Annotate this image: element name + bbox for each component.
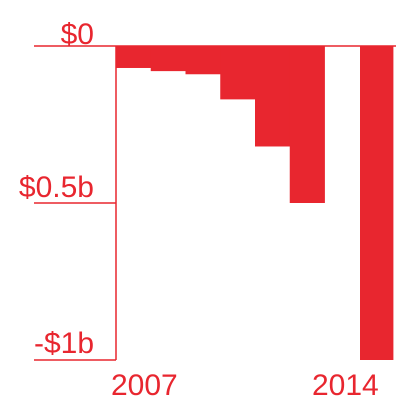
bar-2014 bbox=[360, 46, 394, 360]
bar-2008 bbox=[150, 46, 186, 72]
bars bbox=[116, 46, 394, 360]
x-tick-label-1: 2014 bbox=[312, 369, 379, 401]
bar-2012 bbox=[289, 46, 325, 203]
y-tick-label-1: $0.5b bbox=[19, 171, 94, 204]
bar-2010 bbox=[220, 46, 256, 100]
bar-2009 bbox=[185, 46, 221, 75]
y-tick-labels: $0 $0.5b -$1b bbox=[19, 18, 94, 360]
bar-2011 bbox=[255, 46, 291, 147]
y-tick-label-2: -$1b bbox=[34, 327, 94, 360]
x-tick-label-0: 2007 bbox=[111, 369, 178, 401]
x-tick-labels: 2007 2014 bbox=[111, 369, 379, 401]
bar-2007 bbox=[116, 46, 152, 68]
y-tick-label-0: $0 bbox=[61, 18, 94, 51]
